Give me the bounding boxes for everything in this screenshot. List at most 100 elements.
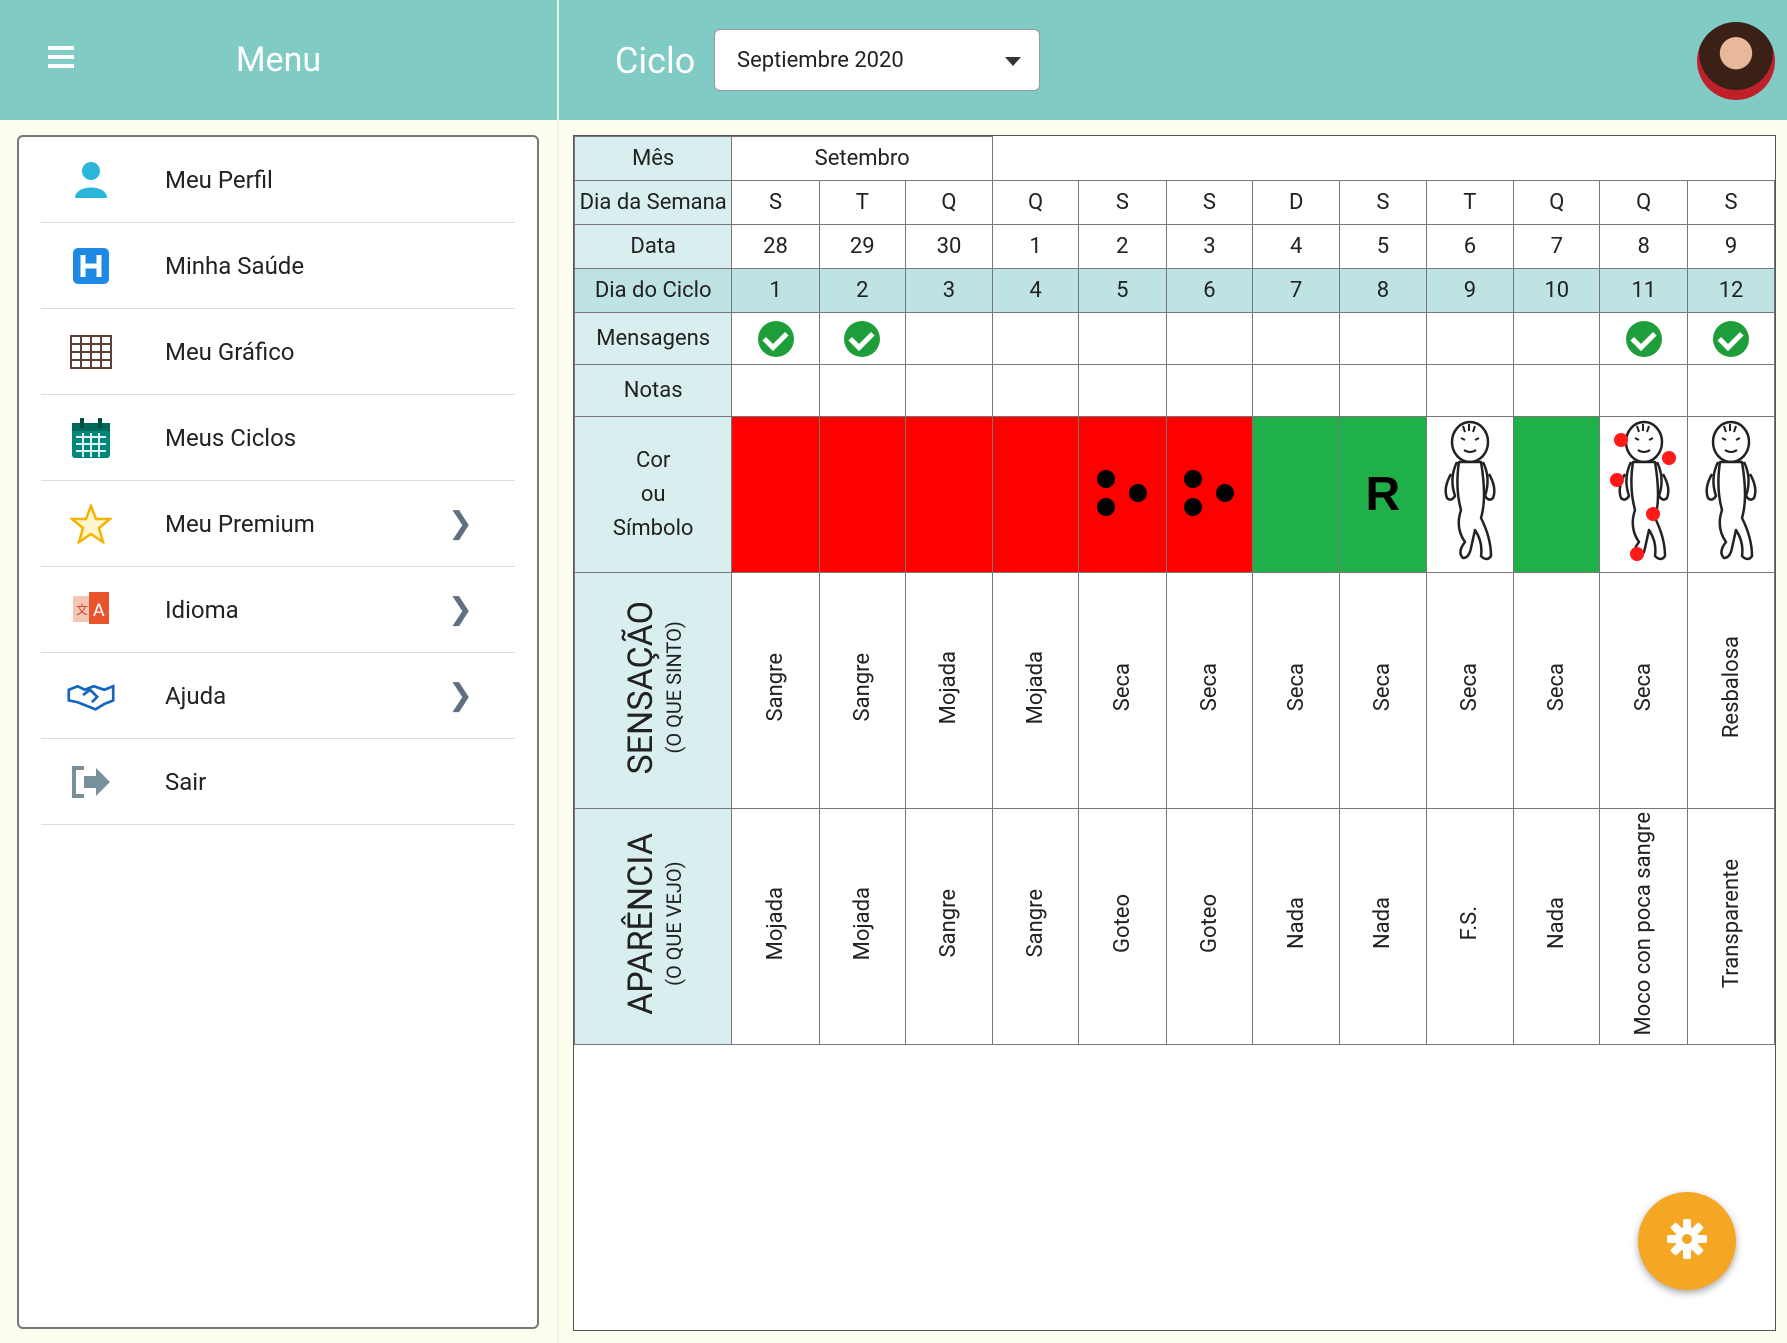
appearance-subtitle: (O QUE VEJO) — [661, 861, 686, 986]
sensation-subtitle: (O QUE SINTO) — [661, 621, 686, 754]
appearance-cell: Nada — [1252, 808, 1341, 1045]
cycle-day-cell: 5 — [1078, 268, 1167, 313]
appearance-value: Nada — [1544, 897, 1570, 950]
weekday-cell: T — [1425, 180, 1515, 225]
hamburger-icon[interactable] — [48, 46, 74, 68]
settings-fab-button[interactable] — [1638, 1192, 1736, 1290]
cycle-day-cell: 3 — [904, 268, 994, 313]
cycle-day-cell: 6 — [1165, 268, 1254, 313]
cycle-select[interactable]: Septiembre 2020 — [714, 29, 1040, 91]
message-cell[interactable] — [1425, 312, 1515, 365]
menu-item-meu-perfil[interactable]: Meu Perfil — [41, 137, 515, 223]
check-circle-icon[interactable] — [1625, 320, 1662, 357]
note-cell[interactable] — [1078, 364, 1167, 417]
message-cell[interactable] — [1078, 312, 1167, 365]
menu-item-label: Idioma — [165, 595, 239, 624]
appearance-cell: F.S. — [1425, 808, 1515, 1045]
check-circle-icon[interactable] — [757, 320, 794, 357]
symbol-cell[interactable] — [1599, 416, 1689, 573]
message-cell[interactable] — [1252, 312, 1341, 365]
sensation-cell: Seca — [1513, 572, 1601, 809]
sensation-cell: Sangre — [731, 572, 820, 809]
note-cell[interactable] — [1425, 364, 1515, 417]
message-cell[interactable] — [1513, 312, 1601, 365]
message-cell[interactable] — [1599, 312, 1689, 365]
symbol-cell[interactable] — [818, 416, 906, 573]
date-cell: 28 — [731, 224, 820, 269]
menu-item-meu-premium[interactable]: Meu Premium ❯ — [41, 481, 515, 567]
cycle-day-cell: 1 — [731, 268, 820, 313]
weekday-cell: Q — [991, 180, 1080, 225]
note-cell[interactable] — [1339, 364, 1427, 417]
note-cell[interactable] — [1252, 364, 1341, 417]
note-cell[interactable] — [991, 364, 1080, 417]
symbol-cell[interactable] — [1165, 416, 1254, 573]
message-cell[interactable] — [731, 312, 820, 365]
weekday-cell: S — [1687, 180, 1775, 225]
message-cell[interactable] — [1687, 312, 1775, 365]
weekday-cell: Q — [1599, 180, 1689, 225]
menu-item-minha-saude[interactable]: Minha Saúde — [41, 223, 515, 309]
appearance-cell: Transparente — [1687, 808, 1775, 1045]
date-cell: 8 — [1599, 224, 1689, 269]
note-cell[interactable] — [818, 364, 906, 417]
note-cell[interactable] — [1165, 364, 1254, 417]
appearance-value: Sangre — [936, 889, 962, 958]
symbol-cell[interactable] — [1252, 416, 1341, 573]
symbol-cell[interactable] — [1687, 416, 1775, 573]
menu-item-meu-grafico[interactable]: Meu Gráfico — [41, 309, 515, 395]
cycle-day-cell: 11 — [1599, 268, 1689, 313]
sensation-cell: Mojada — [991, 572, 1080, 809]
date-cell: 3 — [1165, 224, 1254, 269]
appearance-value: Goteo — [1196, 894, 1222, 953]
message-cell[interactable] — [818, 312, 906, 365]
weekday-cell: S — [1165, 180, 1254, 225]
gear-icon — [1665, 1217, 1709, 1265]
symbol-cell[interactable] — [991, 416, 1080, 573]
dots-icon — [1182, 468, 1236, 522]
sensation-cell: Mojada — [904, 572, 994, 809]
menu-item-label: Minha Saúde — [165, 251, 305, 280]
symbol-cell[interactable] — [1513, 416, 1601, 573]
logout-icon — [67, 758, 115, 806]
symbol-cell[interactable] — [1425, 416, 1515, 573]
svg-text:A: A — [93, 601, 105, 621]
symbol-cell[interactable] — [731, 416, 820, 573]
sensation-cell: Seca — [1599, 572, 1689, 809]
note-cell[interactable] — [731, 364, 820, 417]
sensation-value: Seca — [1283, 663, 1309, 712]
chevron-right-icon: ❯ — [447, 506, 473, 541]
message-cell[interactable] — [904, 312, 994, 365]
appearance-value: Mojada — [849, 886, 875, 961]
menu-item-sair[interactable]: Sair — [41, 739, 515, 825]
message-cell[interactable] — [991, 312, 1080, 365]
symbol-cell[interactable]: R — [1339, 416, 1427, 573]
panel-divider — [557, 0, 559, 1343]
symbol-cell[interactable] — [1078, 416, 1167, 573]
appearance-title: APARÊNCIA — [620, 832, 661, 1015]
menu-item-meus-ciclos[interactable]: Meus Ciclos — [41, 395, 515, 481]
grid-icon — [67, 328, 115, 376]
sensation-value: Seca — [1196, 663, 1222, 712]
message-cell[interactable] — [1339, 312, 1427, 365]
baby-red-dots-icon — [1609, 420, 1679, 572]
symbol-cell[interactable] — [904, 416, 994, 573]
note-cell[interactable] — [1687, 364, 1775, 417]
note-cell[interactable] — [904, 364, 994, 417]
symbol-row: Cor ou Símbolo R — [573, 416, 1775, 573]
message-cell[interactable] — [1165, 312, 1254, 365]
avatar[interactable] — [1697, 22, 1775, 100]
sensation-row: SENSAÇÃO (O QUE SINTO) Sangre Sangre Mojad… — [573, 572, 1775, 809]
check-circle-icon[interactable] — [844, 320, 881, 357]
cycle-label: Ciclo — [615, 40, 696, 82]
check-circle-icon[interactable] — [1713, 320, 1750, 357]
menu-item-ajuda[interactable]: Ajuda ❯ — [41, 653, 515, 739]
note-cell[interactable] — [1513, 364, 1601, 417]
note-cell[interactable] — [1599, 364, 1689, 417]
sensation-cell: Sangre — [818, 572, 906, 809]
calendar-icon — [67, 414, 115, 462]
cycle-day-cell: 10 — [1513, 268, 1601, 313]
appearance-cell: Goteo — [1165, 808, 1254, 1045]
